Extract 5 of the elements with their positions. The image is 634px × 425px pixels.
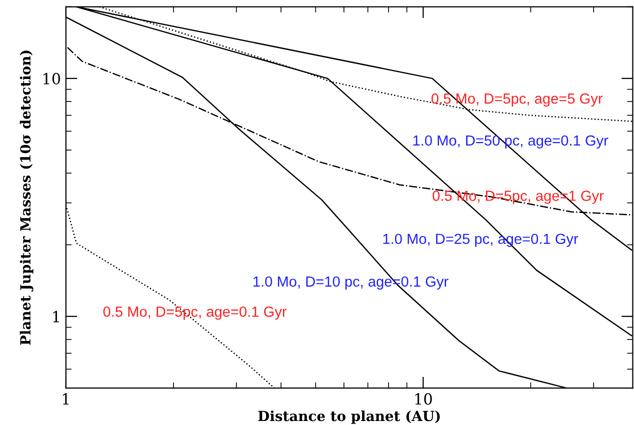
x-axis-title: Distance to planet (AU) [258,410,440,424]
annotation: 1.0 Mo, D=50 pc, age=0.1 Gyr [413,135,608,149]
annotation: 0.5 Mo, D=5pc, age=0.1 Gyr [103,306,287,320]
annotation: 0.5 Mo, D=5pc, age=5 Gyr [432,93,603,107]
y-axis-title: Planet Jupiter Masses (10σ detection) [20,50,34,345]
